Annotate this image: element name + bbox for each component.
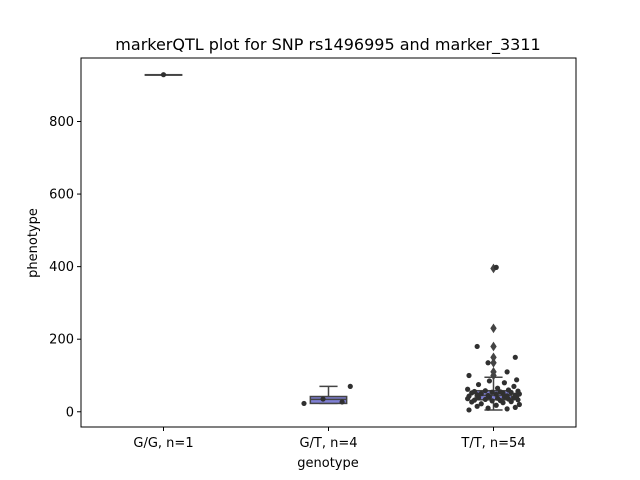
x-tick-label: G/T, n=4: [299, 436, 357, 451]
y-tick-label: 800: [49, 115, 74, 130]
data-point: [478, 391, 484, 397]
data-point: [482, 388, 488, 394]
y-tick-label: 600: [49, 188, 74, 203]
data-point: [504, 393, 510, 399]
box-flier: [490, 367, 497, 377]
strip-points: [465, 264, 522, 413]
x-tick-label: T/T, n=54: [460, 436, 525, 451]
data-point: [482, 396, 488, 403]
data-point: [474, 403, 480, 409]
data-point: [494, 385, 501, 391]
data-point: [489, 398, 495, 404]
strip-points: [160, 72, 167, 78]
data-point: [494, 395, 501, 401]
data-point: [485, 392, 491, 399]
data-point: [347, 383, 353, 389]
data-point: [485, 405, 491, 411]
strip-points: [301, 383, 353, 407]
box-flier: [490, 357, 497, 368]
box-flier: [490, 323, 497, 334]
chart-title: markerQTL plot for SNP rs1496995 and mar…: [115, 35, 540, 55]
data-point: [485, 360, 491, 366]
data-point: [512, 392, 518, 398]
data-point: [511, 383, 517, 389]
data-point: [466, 372, 472, 379]
data-point: [493, 402, 499, 408]
data-point: [475, 381, 482, 388]
data-point: [465, 386, 471, 392]
data-point: [512, 404, 518, 411]
y-tick-label: 0: [66, 405, 74, 420]
data-point: [505, 387, 512, 393]
x-axis: G/G, n=1 G/T, n=4 T/T, n=54: [133, 427, 526, 451]
data-point: [301, 400, 307, 407]
data-point: [516, 401, 522, 408]
data-point: [486, 378, 493, 384]
data-point: [320, 396, 326, 402]
data-point: [504, 369, 510, 375]
data-point: [504, 406, 510, 412]
data-point: [515, 388, 521, 394]
data-point: [514, 377, 520, 383]
y-axis: 0 200 400 600 800: [49, 115, 81, 420]
data-point: [466, 407, 472, 413]
data-point: [501, 380, 507, 386]
plot-area: [144, 72, 522, 413]
data-point: [160, 72, 167, 78]
box-group: [309, 385, 348, 405]
data-point: [493, 391, 499, 397]
data-point: [339, 399, 345, 405]
data-point: [471, 397, 478, 403]
box-flier: [490, 341, 497, 352]
x-tick-label: G/G, n=1: [133, 436, 193, 451]
x-axis-label: genotype: [297, 456, 358, 471]
data-point: [489, 389, 495, 395]
box-group: [474, 263, 513, 411]
data-point: [497, 389, 503, 395]
data-point: [493, 264, 499, 270]
data-point: [471, 388, 478, 395]
data-point: [478, 401, 484, 407]
y-tick-label: 400: [49, 260, 74, 275]
data-point: [512, 354, 518, 360]
plot-frame: [80, 57, 577, 428]
box-flier: [490, 352, 497, 363]
y-tick-label: 200: [49, 333, 74, 348]
data-point: [474, 343, 480, 350]
y-axis-label: phenotype: [26, 208, 41, 278]
